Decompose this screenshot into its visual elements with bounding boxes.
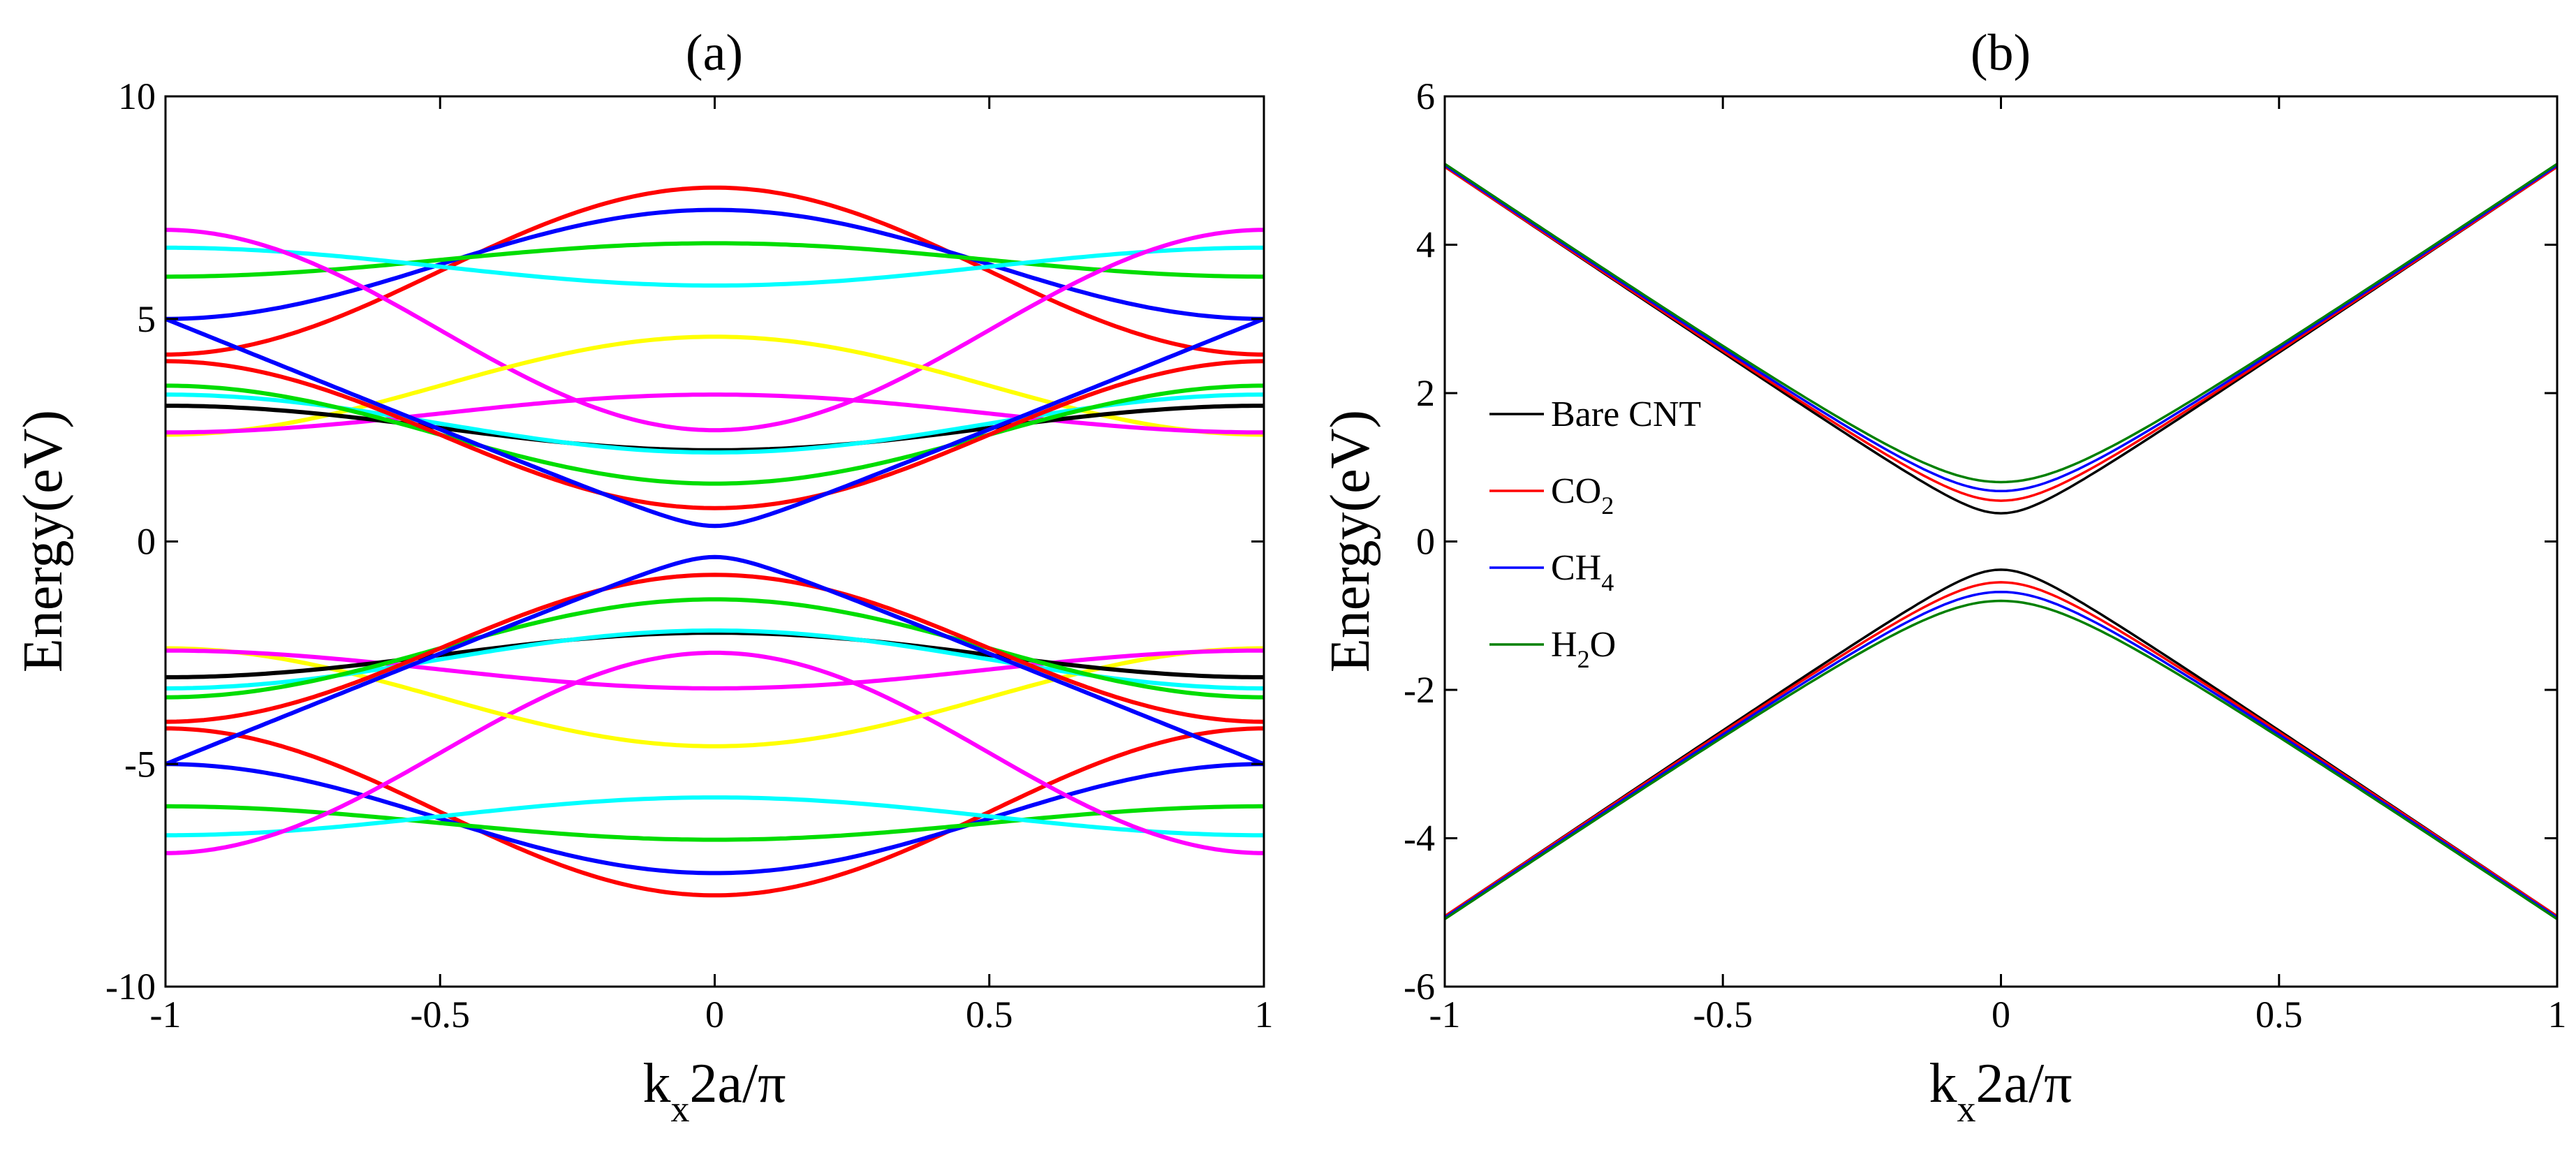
- series-a-6-valence: [165, 648, 1264, 691]
- legend-label-sub-1: 2: [1601, 492, 1614, 519]
- series-b-2-conduction: [1445, 164, 2557, 493]
- panel-b-x-tick-labels: -1 -0.5 0 0.5 1: [1429, 994, 2567, 1035]
- legend-label-main-2: CH: [1551, 548, 1601, 588]
- panel-a-title: (a): [686, 24, 743, 82]
- series-b-3-valence: [1445, 599, 2557, 920]
- panel-b-title: (b): [1971, 24, 2031, 82]
- y-tick-label-a-2: 0: [137, 521, 156, 563]
- x-tick-label-a-2: 0: [705, 994, 724, 1035]
- x-tick-label-b-2: 0: [1992, 994, 2010, 1035]
- x-tick-label-a-0: -1: [150, 994, 182, 1035]
- panel-a-y-axis-label: Energy(eV): [13, 410, 74, 672]
- series-a-1-valence: [165, 762, 1264, 876]
- y-tick-label-a-4: 10: [118, 75, 156, 117]
- series-a-2-valence: [165, 804, 1264, 842]
- panel-a: (a) -1 -0.5 0 0.5 1 -10 -5 0 5 10 kx2a/π Energy(…: [13, 24, 1274, 1130]
- y-tick-label-b-3: 0: [1416, 521, 1435, 563]
- y-tick-label-a-3: 5: [137, 298, 156, 340]
- y-tick-label-b-4: 2: [1416, 372, 1435, 414]
- panel-a-frame: [164, 95, 1265, 988]
- panel-b-y-axis-label: Energy(eV): [1320, 410, 1381, 672]
- legend-label-sub-2: 4: [1601, 568, 1614, 596]
- x-tick-label-b-0: -1: [1429, 994, 1461, 1035]
- y-tick-label-b-2: -2: [1404, 669, 1435, 711]
- legend-label-sub-3: 2: [1577, 645, 1590, 673]
- series-a-4-valence: [165, 650, 1264, 855]
- x-tick-label-b-1: -0.5: [1693, 994, 1753, 1035]
- series-b-1-valence: [1445, 581, 2557, 917]
- legend-label-tail-3: O: [1590, 625, 1617, 665]
- series-a-0-conduction: [165, 185, 1264, 357]
- y-tick-label-b-5: 4: [1416, 224, 1435, 266]
- y-tick-label-a-1: -5: [124, 743, 156, 785]
- x-tick-label-a-3: 0.5: [966, 994, 1013, 1035]
- panel-a-curves: [165, 185, 1264, 898]
- series-a-1-conduction: [165, 207, 1264, 321]
- y-tick-label-b-1: -4: [1404, 818, 1435, 860]
- series-a-11-conduction: [165, 317, 1264, 529]
- y-tick-label-a-0: -10: [105, 966, 156, 1008]
- legend-label-main-3: H: [1551, 625, 1577, 665]
- legend-label-1: CO2: [1551, 471, 1614, 519]
- x-tick-label-a-4: 1: [1255, 994, 1274, 1035]
- x-tick-label-a-1: -0.5: [411, 994, 470, 1035]
- series-a-3-valence: [165, 795, 1264, 838]
- legend-label-0: Bare CNT: [1551, 395, 1701, 434]
- panel-a-y-tick-labels: -10 -5 0 5 10: [105, 75, 156, 1008]
- series-a-0-valence: [165, 726, 1264, 898]
- panel-b: (b) -1 -0.5 0 0.5 1 -6 -4 -2 0 2 4 6 kx2a/π Energy…: [1320, 24, 2567, 1130]
- series-b-1-conduction: [1445, 165, 2557, 502]
- panel-b-curves: [1445, 163, 2557, 920]
- y-tick-label-b-6: 6: [1416, 75, 1435, 117]
- series-a-7-conduction: [165, 404, 1264, 452]
- y-tick-label-b-0: -6: [1404, 966, 1435, 1008]
- legend-label-main-0: Bare CNT: [1551, 395, 1701, 434]
- panel-a-x-axis-label-sub: x: [670, 1088, 689, 1130]
- legend-label-3: H2O: [1551, 625, 1616, 673]
- series-a-2-conduction: [165, 241, 1264, 279]
- series-a-9-valence: [165, 597, 1264, 700]
- panel-b-y-tick-labels: -6 -4 -2 0 2 4 6: [1404, 75, 1435, 1008]
- panel-b-frame: [1443, 95, 2559, 988]
- panel-a-x-axis-label: kx2a/π: [642, 1053, 786, 1130]
- panel-b-x-axis-label-main: k: [1929, 1053, 1957, 1114]
- series-a-7-valence: [165, 631, 1264, 679]
- series-b-2-valence: [1445, 591, 2557, 919]
- series-a-10-valence: [165, 573, 1264, 724]
- legend-label-2: CH4: [1551, 548, 1614, 596]
- series-b-3-conduction: [1445, 163, 2557, 484]
- series-a-4-conduction: [165, 228, 1264, 433]
- legend-label-main-1: CO: [1551, 471, 1601, 511]
- panel-a-x-axis-label-rest: 2a/π: [689, 1053, 786, 1114]
- panel-a-x-axis-label-main: k: [642, 1053, 670, 1114]
- series-a-9-conduction: [165, 383, 1264, 486]
- x-tick-label-b-3: 0.5: [2255, 994, 2303, 1035]
- series-a-6-conduction: [165, 392, 1264, 435]
- panel-b-x-axis-label: kx2a/π: [1929, 1053, 2072, 1130]
- panel-b-x-axis-label-sub: x: [1957, 1088, 1975, 1130]
- series-a-3-conduction: [165, 245, 1264, 288]
- panel-b-x-axis-label-rest: 2a/π: [1975, 1053, 2072, 1114]
- panel-a-x-tick-labels: -1 -0.5 0 0.5 1: [150, 994, 1274, 1035]
- series-a-11-valence: [165, 554, 1264, 767]
- x-tick-label-b-4: 1: [2548, 994, 2567, 1035]
- series-a-10-conduction: [165, 359, 1264, 510]
